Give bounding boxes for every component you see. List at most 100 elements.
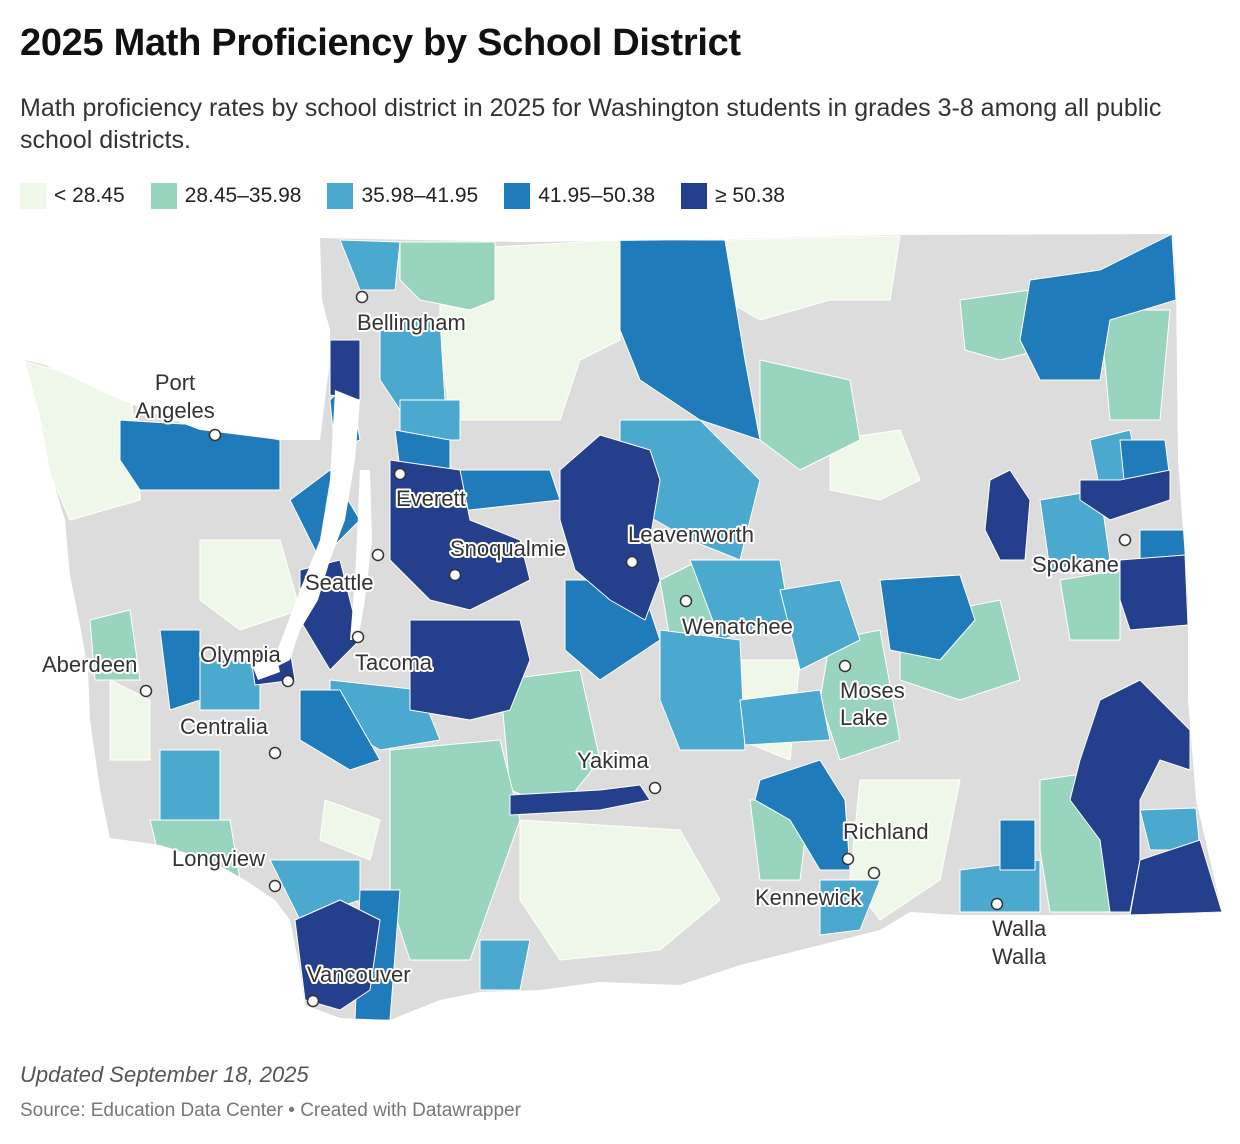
district-region[interactable] — [1059, 569, 1121, 641]
district-region[interactable] — [1099, 309, 1171, 421]
district-region[interactable] — [559, 434, 661, 621]
city-dot[interactable] — [679, 594, 693, 608]
district-region[interactable] — [1019, 234, 1177, 381]
direct-region[interactable] — [1079, 469, 1171, 521]
city-marker-group: Tacoma — [351, 630, 435, 677]
city-dot[interactable] — [648, 781, 662, 795]
legend-swatch — [681, 183, 708, 209]
legend-label: < 28.45 — [54, 184, 125, 207]
district-region[interactable] — [829, 429, 921, 501]
legend-swatch — [150, 183, 177, 209]
district-region[interactable] — [819, 879, 881, 936]
district-region[interactable] — [754, 759, 851, 871]
district-region[interactable] — [1119, 554, 1189, 631]
city-marker-group: Aberdeen — [40, 650, 153, 698]
water-body — [250, 650, 280, 680]
source-note: Source: Education Data Center • Created … — [20, 1100, 521, 1121]
city-dot[interactable] — [841, 852, 855, 866]
city-label: Bellingham — [357, 310, 466, 335]
city-marker-group: Port Angeles — [133, 368, 222, 442]
city-dot[interactable] — [1118, 533, 1132, 547]
city-label: Spokane — [1032, 552, 1119, 577]
district-region[interactable] — [199, 659, 261, 711]
city-dot[interactable] — [281, 674, 295, 688]
city-dot[interactable] — [208, 428, 222, 442]
district-region[interactable] — [294, 899, 381, 1011]
district-region[interactable] — [399, 241, 496, 311]
city-dot[interactable] — [355, 290, 369, 304]
district-region[interactable] — [319, 799, 381, 861]
city-dot[interactable] — [371, 548, 385, 562]
district-region[interactable] — [519, 819, 721, 961]
city-label: Leavenworth — [628, 522, 754, 547]
legend-label: 28.45–35.98 — [184, 184, 302, 207]
district-region[interactable] — [339, 239, 401, 291]
legend: < 28.45 28.45–35.98 35.98–41.95 41.95–50… — [20, 183, 811, 209]
city-marker-group: Centralia — [178, 712, 282, 760]
city-label: Olympia — [200, 642, 281, 667]
legend-swatch — [504, 183, 531, 209]
legend-swatch — [327, 183, 354, 209]
city-label: Moses — [840, 678, 905, 703]
city-dot[interactable] — [351, 630, 365, 644]
legend-label: 41.95–50.38 — [538, 184, 656, 207]
city-dot[interactable] — [268, 746, 282, 760]
city-marker-group: Wenatchee — [679, 594, 795, 641]
city-label: Seattle — [305, 570, 374, 595]
legend-item: < 28.45 — [20, 183, 125, 209]
city-marker-group: Olympia — [198, 640, 295, 688]
washington-map[interactable]: Bellingham Port Angeles Everett Snoqualmie Le… — [0, 225, 1240, 1025]
city-dot[interactable] — [625, 555, 639, 569]
legend-item: 28.45–35.98 — [150, 183, 302, 209]
city-marker-group: Yakima — [575, 746, 662, 795]
district-region[interactable] — [199, 539, 301, 631]
legend-label: ≥ 50.38 — [715, 184, 785, 207]
district-region[interactable] — [959, 289, 1041, 361]
legend-label: 35.98–41.95 — [361, 184, 479, 207]
city-label: Snoqualmie — [450, 536, 566, 561]
district-region[interactable] — [399, 399, 461, 441]
district-region[interactable] — [759, 359, 861, 471]
city-dot[interactable] — [867, 866, 881, 880]
district-region[interactable] — [159, 629, 201, 711]
district-region[interactable] — [329, 339, 361, 401]
city-dot[interactable] — [838, 659, 852, 673]
puget-sound-water — [250, 390, 372, 680]
city-dot[interactable] — [393, 467, 407, 481]
city-marker-group: Kennewick — [753, 866, 881, 912]
city-dot[interactable] — [306, 994, 320, 1008]
district-region[interactable] — [1129, 839, 1222, 916]
chart-subtitle: Math proficiency rates by school distric… — [20, 94, 1162, 154]
district-region[interactable] — [879, 574, 976, 661]
city-marker-group: Vancouver — [305, 960, 413, 1008]
city-dot[interactable] — [448, 568, 462, 582]
district-region[interactable] — [984, 469, 1031, 561]
water-body — [270, 390, 360, 670]
district-region[interactable] — [389, 459, 531, 611]
district-region[interactable] — [509, 784, 651, 816]
district-region[interactable] — [659, 629, 746, 751]
city-marker-group: Bellingham — [355, 290, 468, 337]
district-region[interactable] — [159, 749, 221, 821]
district-region[interactable] — [779, 579, 861, 671]
city-dot[interactable] — [139, 684, 153, 698]
district-region[interactable] — [299, 689, 381, 771]
city-dot[interactable] — [268, 879, 282, 893]
district-region[interactable] — [999, 819, 1036, 871]
legend-swatch — [20, 183, 46, 209]
district-region[interactable] — [109, 679, 151, 761]
district-region[interactable] — [89, 609, 141, 681]
district-region[interactable] — [619, 239, 761, 441]
district-region[interactable] — [409, 619, 531, 721]
district-region[interactable] — [479, 939, 531, 991]
district-region[interactable] — [739, 689, 831, 746]
city-label: Richland — [843, 819, 929, 844]
city-label: Walla — [992, 944, 1047, 969]
legend-item: 35.98–41.95 — [327, 183, 478, 209]
map-container[interactable]: Bellingham Port Angeles Everett Snoqualmie Le… — [0, 225, 1240, 1025]
district-region[interactable] — [119, 419, 281, 491]
city-dot[interactable] — [990, 897, 1004, 911]
district-region[interactable] — [279, 309, 321, 346]
city-label: Aberdeen — [42, 652, 137, 677]
